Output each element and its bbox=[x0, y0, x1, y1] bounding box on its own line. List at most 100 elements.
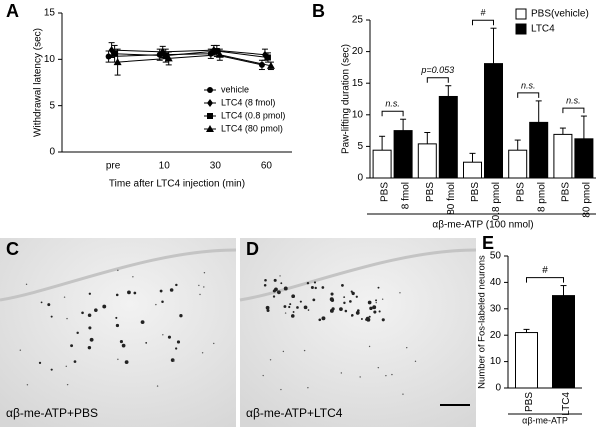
labeled-cell bbox=[66, 317, 68, 320]
labeled-cell bbox=[307, 387, 309, 389]
labeled-cell bbox=[273, 278, 277, 282]
bar bbox=[372, 149, 392, 179]
bracket-label: n.s. bbox=[385, 99, 400, 109]
legend-swatch bbox=[515, 23, 527, 35]
bar bbox=[529, 121, 549, 179]
y-tick-label: 40 bbox=[490, 277, 502, 288]
labeled-cell bbox=[121, 343, 126, 348]
labeled-cell bbox=[132, 276, 134, 278]
bar bbox=[553, 133, 573, 179]
labeled-cell bbox=[303, 305, 308, 310]
bracket bbox=[526, 277, 564, 283]
x-tick-label: LTC4 bbox=[561, 392, 572, 416]
labeled-cell bbox=[26, 384, 29, 386]
bar bbox=[515, 332, 538, 389]
labeled-cell bbox=[343, 301, 346, 305]
labeled-cell bbox=[282, 350, 285, 353]
y-tick-label: 0 bbox=[495, 383, 501, 394]
y-tick-label: 5 bbox=[357, 141, 363, 152]
bracket bbox=[517, 92, 540, 98]
bar bbox=[484, 63, 503, 179]
labeled-cell bbox=[314, 286, 317, 290]
labeled-cell bbox=[279, 275, 281, 277]
labeled-cell bbox=[269, 359, 272, 361]
labeled-cell bbox=[199, 293, 201, 296]
labeled-cell bbox=[303, 349, 306, 352]
labeled-cell bbox=[369, 306, 373, 311]
labeled-cell bbox=[179, 314, 183, 318]
labeled-cell bbox=[213, 342, 215, 345]
labeled-cell bbox=[65, 365, 67, 368]
x-tick-label: 80 fmol bbox=[446, 182, 457, 215]
labeled-cell bbox=[321, 286, 325, 289]
legend-label: LTC4 (0.8 pmol) bbox=[221, 110, 285, 120]
labeled-cell bbox=[373, 310, 377, 314]
marker bbox=[113, 58, 122, 66]
y-tick-label: 0 bbox=[49, 147, 55, 158]
labeled-cell bbox=[355, 311, 360, 315]
labeled-cell bbox=[145, 341, 148, 344]
labeled-cell bbox=[266, 308, 270, 313]
bracket-label: n.s. bbox=[566, 95, 581, 105]
labeled-cell bbox=[263, 283, 267, 287]
labeled-cell bbox=[274, 287, 278, 292]
series-line bbox=[114, 50, 269, 58]
labeled-cell bbox=[280, 388, 282, 391]
bracket bbox=[426, 77, 449, 83]
labeled-cell bbox=[66, 383, 69, 386]
labeled-cell bbox=[356, 309, 360, 312]
bar bbox=[552, 295, 575, 389]
labeled-cell bbox=[203, 286, 205, 288]
labeled-cell bbox=[19, 349, 22, 351]
labeled-cell bbox=[365, 318, 368, 321]
labeled-cell bbox=[156, 385, 159, 387]
bracket-label: p=0.053 bbox=[420, 65, 454, 75]
x-tick-label: 8 fmol bbox=[401, 182, 412, 209]
bar bbox=[393, 130, 413, 179]
y-axis-label: Number of Fos-labeled neurons bbox=[477, 255, 488, 389]
labeled-cell bbox=[292, 311, 295, 313]
y-tick-label: 20 bbox=[352, 46, 364, 57]
legend-label: vehicle bbox=[221, 84, 249, 94]
labeled-cell bbox=[351, 315, 353, 317]
legend-label: LTC4 bbox=[531, 24, 555, 35]
panel-label: D bbox=[246, 239, 259, 259]
labeled-cell bbox=[102, 304, 107, 309]
labeled-cell bbox=[381, 298, 384, 300]
bracket-label: # bbox=[480, 8, 486, 18]
labeled-cell bbox=[341, 284, 344, 287]
x-tick-label: 30 bbox=[210, 161, 222, 172]
labeled-cell bbox=[359, 376, 361, 378]
labeled-cell bbox=[375, 301, 377, 304]
labeled-cell bbox=[381, 318, 385, 322]
x-axis-label: Time after LTC4 injection (min) bbox=[109, 179, 245, 190]
bar bbox=[438, 95, 458, 179]
labeled-cell bbox=[377, 366, 380, 369]
labeled-cell bbox=[94, 308, 98, 312]
panel-label: C bbox=[6, 239, 19, 259]
labeled-cell bbox=[385, 374, 387, 377]
x-tick-label: pre bbox=[106, 161, 121, 172]
labeled-cell bbox=[372, 305, 377, 310]
marker bbox=[105, 53, 112, 60]
labeled-cell bbox=[277, 290, 281, 295]
labeled-cell bbox=[115, 293, 119, 297]
bracket-label: # bbox=[542, 265, 548, 276]
labeled-cell bbox=[367, 300, 372, 305]
y-tick-label: 0 bbox=[357, 173, 363, 184]
labeled-cell bbox=[299, 300, 302, 303]
labeled-cell bbox=[272, 295, 276, 298]
labeled-cell bbox=[117, 269, 119, 272]
x-tick-label: PBS bbox=[470, 182, 481, 202]
labeled-cell bbox=[296, 306, 299, 309]
labeled-cell bbox=[176, 340, 181, 344]
labeled-cell bbox=[89, 337, 94, 342]
x-tick-label: 80 pmol bbox=[582, 182, 593, 218]
labeled-cell bbox=[368, 315, 371, 318]
labeled-cell bbox=[88, 326, 92, 330]
labeled-cell bbox=[377, 286, 380, 289]
labeled-cell bbox=[127, 290, 131, 295]
labeled-cell bbox=[290, 314, 295, 318]
labeled-cell bbox=[175, 283, 178, 287]
legend-swatch bbox=[515, 8, 527, 20]
